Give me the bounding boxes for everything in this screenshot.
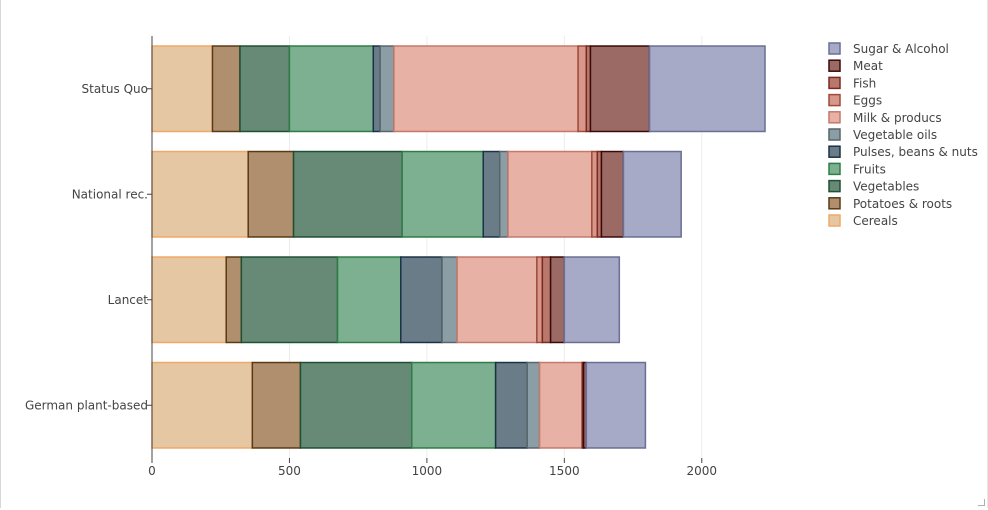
bar-segment[interactable]: Fruits: 295 (401, 150, 484, 238)
legend-swatch (828, 128, 841, 141)
legend-item[interactable]: Potatoes & roots (828, 197, 952, 211)
bar-segment[interactable]: Pulses, beans & nuts: 150 (400, 256, 443, 344)
x-axis-ticks: 0 500 1000 1500 2000 (148, 458, 717, 478)
legend-label: Potatoes & roots (853, 197, 952, 211)
bar-segment[interactable]: Meat: 215 (589, 45, 651, 133)
bar-segment[interactable]: Vegetable oils: 45 (526, 361, 541, 449)
legend-swatch (828, 93, 841, 107)
legend-item[interactable]: Vegetables (828, 179, 919, 194)
x-tick-label: 2000 (687, 464, 718, 478)
legend-swatch (828, 42, 841, 55)
bars: Cereals: 365Potatoes & roots: 175Vegetab… (151, 45, 766, 449)
y-tick-label: Lancet (108, 293, 149, 307)
bar-segment[interactable]: Eggs: 30 (577, 45, 588, 133)
bar-segment[interactable]: Potatoes & roots: 165 (247, 150, 295, 238)
x-tick-label: 500 (278, 464, 301, 478)
legend-label: Eggs (853, 94, 882, 108)
bar-segment[interactable]: Cereals: 350 (151, 150, 249, 238)
bar-segment[interactable]: Pulses, beans & nuts: 60 (482, 150, 501, 238)
y-axis-ticks: German plant-based Lancet National rec. Sta… (25, 82, 152, 412)
bar-segment[interactable]: Vegetable oils: 50 (379, 45, 395, 133)
legend-swatch (828, 162, 841, 176)
bar-segment[interactable]: Cereals: 365 (151, 361, 254, 449)
legend-swatch (828, 59, 841, 72)
bar-segment[interactable]: Vegetable oils: 30 (498, 150, 509, 238)
bar-segment[interactable]: Milk & producs: 670 (393, 45, 579, 133)
bar-segment[interactable]: Cereals: 220 (151, 45, 214, 133)
bar-segment[interactable]: Pulses, beans & nuts: 25 (372, 45, 381, 133)
y-tick-label: German plant-based (25, 398, 148, 412)
bar-segment[interactable]: Eggs: 20 (536, 256, 544, 344)
legend-swatch (828, 145, 841, 158)
legend-item[interactable]: Vegetable oils (828, 128, 937, 142)
bar-segment[interactable]: Vegetables: 350 (240, 256, 339, 344)
legend-label: Vegetable oils (853, 128, 937, 142)
bar-segment[interactable]: Sugar & Alcohol: 420 (648, 45, 766, 133)
x-tick-label: 0 (148, 464, 156, 478)
legend-label: Sugar & Alcohol (853, 42, 949, 56)
legend-swatch (828, 214, 841, 227)
bar-segment[interactable]: Meat: 50 (549, 256, 566, 344)
bar-segment[interactable]: Vegetables: 395 (292, 150, 403, 238)
bar-segment[interactable]: Pulses, beans & nuts: 115 (494, 361, 528, 449)
legend-item[interactable]: Meat (828, 59, 883, 73)
bar-segment[interactable]: Cereals: 270 (151, 256, 227, 344)
legend-swatch (828, 111, 841, 124)
x-tick-label: 1500 (549, 464, 580, 478)
bar-segment[interactable]: Meat: 80 (600, 150, 625, 238)
bar-segment[interactable]: Vegetables: 180 (239, 45, 291, 133)
y-tick-label: National rec. (72, 187, 148, 201)
bar-segment[interactable]: Fruits: 305 (411, 361, 497, 449)
resize-grip[interactable] (978, 499, 985, 506)
legend: Sugar & Alcohol Meat Fish Eggs Milk & produc… (828, 42, 978, 228)
legend-label: Meat (853, 59, 883, 73)
bar-segment[interactable]: Potatoes & roots: 100 (211, 45, 241, 133)
bar-segment[interactable]: Vegetable oils: 55 (441, 256, 458, 344)
bar-segment[interactable]: Sugar & Alcohol: 200 (563, 256, 621, 344)
legend-item[interactable]: Pulses, beans & nuts (828, 145, 978, 159)
legend-item[interactable]: Cereals (828, 214, 898, 228)
legend-item[interactable]: Fish (828, 76, 876, 90)
legend-label: Fruits (853, 162, 886, 176)
bar-segment[interactable]: Vegetables: 405 (299, 361, 413, 449)
legend-item[interactable]: Fruits (828, 162, 886, 176)
bar-segment[interactable]: Potatoes & roots: 55 (225, 256, 243, 344)
x-tick-label: 1000 (412, 464, 443, 478)
bar-segment[interactable]: Fruits: 230 (336, 256, 402, 344)
legend-label: Vegetables (853, 180, 919, 194)
legend-label: Milk & producs (853, 111, 942, 125)
legend-swatch (828, 197, 841, 210)
bar-segment[interactable]: Milk & producs: 290 (456, 256, 538, 344)
bar-segment[interactable]: Milk & producs: 155 (538, 361, 583, 449)
bar-segment[interactable]: Potatoes & roots: 175 (251, 361, 302, 449)
bar-segment[interactable]: Fruits: 305 (288, 45, 375, 133)
legend-swatch (828, 179, 841, 193)
legend-item[interactable]: Eggs (828, 93, 882, 108)
bar-segment[interactable]: Fish: 30 (541, 256, 552, 344)
legend-item[interactable]: Milk & producs (828, 111, 942, 125)
bar-segment[interactable]: Sugar & Alcohol: 210 (622, 150, 682, 238)
y-tick-label: Status Quo (82, 82, 148, 96)
legend-label: Cereals (853, 214, 898, 228)
legend-swatch (828, 76, 841, 90)
legend-label: Pulses, beans & nuts (853, 145, 978, 159)
legend-item[interactable]: Sugar & Alcohol (828, 42, 949, 56)
legend-label: Fish (853, 76, 876, 90)
bar-segment[interactable]: Sugar & Alcohol: 215 (585, 361, 647, 449)
bar-segment[interactable]: Milk & producs: 305 (507, 150, 593, 238)
bar-segment[interactable]: Eggs: 20 (591, 150, 599, 238)
